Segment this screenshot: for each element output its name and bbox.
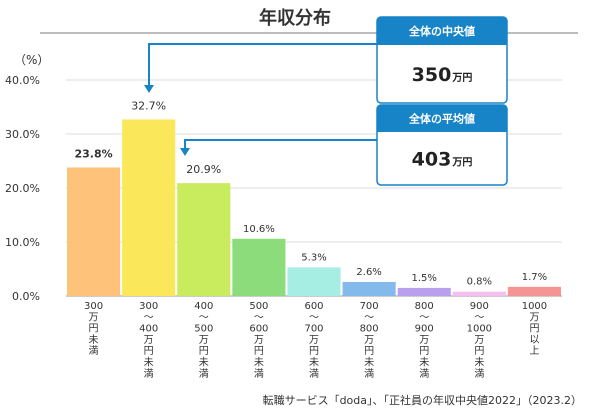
annotation-arrow <box>148 43 377 87</box>
x-tick-label: 300 万円未満 <box>84 301 103 357</box>
bar <box>67 167 121 296</box>
annotation-value: 350万円 <box>412 64 473 86</box>
annotation-callout: 全体の平均値 403万円 <box>180 104 508 186</box>
x-tick-label: 700 〜 800 万円未満 <box>360 301 379 380</box>
x-tick-label: 400 〜 500 万円未満 <box>194 301 213 380</box>
bar <box>232 238 286 296</box>
annotation-label: 全体の平均値 <box>408 112 475 126</box>
bar-value-labels: 23.8% 32.7% 20.9% 10.6% 5.3% 2.6% 1.5% 0.8% 1.7% <box>74 99 547 287</box>
x-tick-label: 800 〜 900 万円未満 <box>415 301 434 380</box>
annotation-header <box>377 17 507 45</box>
annotation-callout: 全体の中央値 350万円 <box>144 16 508 104</box>
bar <box>122 119 176 296</box>
bar-value-label: 32.7% <box>131 99 166 112</box>
bar-value-label: 5.3% <box>301 252 326 263</box>
bar-value-label: 10.6% <box>243 224 275 235</box>
annotation-arrow <box>184 139 377 150</box>
annotation-label: 全体の中央値 <box>408 24 475 38</box>
bar-value-label: 1.5% <box>412 273 437 284</box>
bar-value-label: 23.8% <box>74 147 112 160</box>
x-tick-label: 1000 万円以上 <box>522 301 547 357</box>
y-tick-label: 10.0% <box>5 236 40 249</box>
chart-title: 年収分布 <box>259 7 331 29</box>
x-axis-ticks: 300 万円未満 300 〜 400 万円未満 400 〜 500 万円未満 500 〜 600 万円未満… <box>84 301 547 380</box>
bar <box>507 286 561 296</box>
y-axis-ticks: 0.0% 10.0% 20.0% 30.0% 40.0% <box>5 74 40 303</box>
annotation-arrowhead <box>180 148 190 156</box>
x-tick-label: 600 〜 700 万円未満 <box>304 301 323 380</box>
bar <box>177 183 231 296</box>
bar-value-label: 1.7% <box>522 272 547 283</box>
y-tick-label: 0.0% <box>12 290 40 303</box>
bar-value-label: 0.8% <box>467 277 492 288</box>
annotation-header <box>377 105 507 132</box>
y-tick-label: 30.0% <box>5 128 40 141</box>
bar <box>287 267 341 296</box>
bar <box>397 287 451 296</box>
y-tick-label: 40.0% <box>5 74 40 87</box>
x-tick-label: 300 〜 400 万円未満 <box>139 301 158 380</box>
x-tick-label: 900 〜 1000 万円未満 <box>467 301 492 380</box>
x-tick-label: 500 〜 600 万円未満 <box>249 301 268 380</box>
annotation-value: 403万円 <box>412 149 473 171</box>
source-note: 転職サービス「doda」、「正社員の年収中央値2022」（2023.2） <box>263 393 582 407</box>
bars <box>67 119 561 296</box>
bar <box>452 291 506 296</box>
y-tick-label: 20.0% <box>5 182 40 195</box>
y-axis-unit-label: （%） <box>14 53 49 67</box>
annotation-arrowhead <box>144 85 154 93</box>
bar-value-label: 20.9% <box>186 163 221 176</box>
bar-value-label: 2.6% <box>356 267 381 278</box>
bar <box>342 281 396 296</box>
